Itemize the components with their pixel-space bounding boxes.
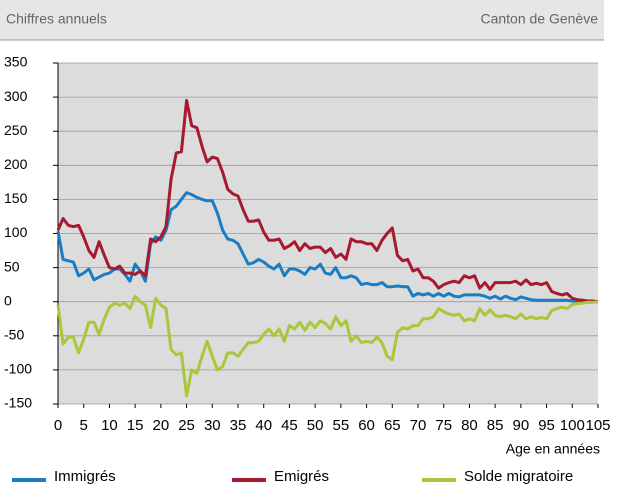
x-tick-label: 80 [461, 417, 478, 434]
x-tick-label: 30 [204, 417, 221, 434]
x-tick-label: 50 [307, 417, 324, 434]
x-tick-label: 95 [538, 417, 555, 434]
x-tick-label: 10 [101, 417, 118, 434]
x-tick-label: 100 [560, 417, 585, 434]
series-line [56, 99, 599, 304]
y-tick-label: 250 [4, 122, 28, 138]
x-tick-label: 15 [127, 417, 144, 434]
x-tick-label: 55 [333, 417, 350, 434]
x-tick-label: 105 [585, 417, 610, 434]
y-tick-label: 0 [4, 292, 12, 308]
x-tick-label: 35 [230, 417, 247, 434]
legend-label: Emigrés [274, 468, 329, 485]
series-line [56, 294, 599, 398]
header-right: Canton de Genève [480, 11, 598, 27]
x-tick-label: 40 [255, 417, 272, 434]
x-tick-label: 20 [153, 417, 170, 434]
header-left: Chiffres annuels [6, 11, 107, 27]
x-axis-label: Age en années [506, 441, 600, 457]
x-tick-label: 5 [80, 417, 88, 434]
x-tick-label: 0 [54, 417, 62, 434]
x-tick-label: 75 [435, 417, 452, 434]
legend-label: Immigrés [54, 468, 116, 485]
y-tick-label: 50 [4, 258, 20, 274]
x-tick-label: 25 [178, 417, 195, 434]
x-tick-label: 70 [410, 417, 427, 434]
y-tick-label: -150 [4, 395, 32, 411]
y-tick-label: 100 [4, 224, 28, 240]
x-tick-label: 65 [384, 417, 401, 434]
x-tick-label: 60 [358, 417, 375, 434]
y-tick-label: 300 [4, 88, 28, 104]
y-tick-label: -100 [4, 361, 32, 377]
y-tick-label: 350 [4, 54, 28, 70]
x-tick-label: 45 [281, 417, 298, 434]
y-tick-label: 150 [4, 190, 28, 206]
x-tick-label: 90 [513, 417, 530, 434]
y-tick-label: 200 [4, 156, 28, 172]
y-tick-label: -50 [4, 327, 24, 343]
x-tick-label: 85 [487, 417, 504, 434]
legend-label: Solde migratoire [464, 468, 573, 485]
header-band [0, 0, 604, 40]
